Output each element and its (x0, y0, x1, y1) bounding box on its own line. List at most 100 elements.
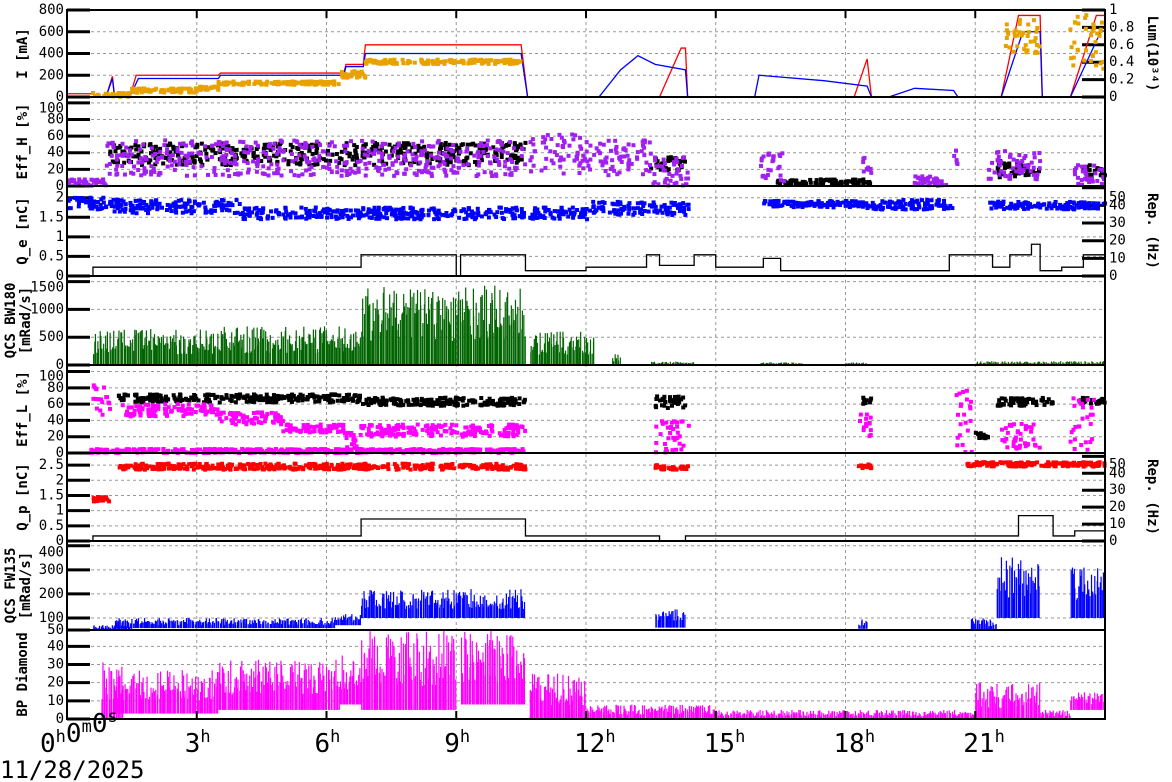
data-point (798, 203, 803, 208)
data-point (1017, 30, 1022, 35)
data-point (451, 152, 456, 157)
data-point (353, 148, 358, 153)
data-point (129, 145, 134, 150)
data-point (781, 179, 786, 184)
data-point (541, 135, 546, 140)
data-point (647, 163, 652, 168)
data-point (686, 207, 691, 212)
data-point (142, 166, 147, 171)
data-point (406, 211, 411, 216)
data-point (432, 217, 437, 222)
data-point (498, 205, 503, 210)
data-point (557, 132, 562, 137)
data-point (353, 151, 358, 156)
data-point (520, 215, 525, 220)
data-point (94, 406, 99, 411)
data-point (220, 172, 225, 177)
data-point (426, 143, 431, 148)
data-line (67, 30, 1106, 98)
data-point (615, 172, 620, 177)
data-point (1071, 200, 1076, 205)
data-point (358, 210, 363, 215)
data-point (313, 143, 318, 148)
data-point (89, 177, 94, 182)
data-point (374, 216, 379, 221)
data-point (507, 166, 512, 171)
data-point (324, 430, 329, 435)
data-point (1083, 397, 1088, 402)
data-point (300, 215, 305, 220)
data-point (150, 205, 155, 210)
data-point (279, 394, 284, 399)
data-point (658, 167, 663, 172)
data-point (862, 155, 867, 160)
data-point (75, 196, 80, 201)
data-point (308, 424, 313, 429)
data-point (344, 169, 349, 174)
data-point (465, 213, 470, 218)
data-point (185, 155, 190, 160)
data-point (246, 82, 251, 87)
data-point (215, 407, 220, 412)
data-point (1026, 30, 1031, 35)
data-point (95, 200, 100, 205)
data-point (345, 445, 350, 450)
data-point (272, 153, 277, 158)
data-point (987, 167, 992, 172)
data-point (248, 144, 253, 149)
data-point (452, 430, 457, 435)
data-point (622, 154, 627, 159)
data-point (856, 181, 861, 186)
data-point (119, 91, 124, 96)
data-point (614, 144, 619, 149)
data-point (149, 202, 154, 207)
data-point (883, 200, 888, 205)
data-point (512, 156, 517, 161)
data-point (766, 152, 771, 157)
data-point (412, 217, 417, 222)
data-point (850, 177, 855, 182)
data-point (432, 208, 437, 213)
data-point (1036, 201, 1041, 206)
data-point (898, 202, 903, 207)
data-point (613, 138, 618, 143)
data-point (292, 138, 297, 143)
series-luminosity (90, 13, 1106, 99)
data-point (425, 159, 430, 164)
y-tick-label: 200 (39, 67, 64, 83)
data-point (165, 202, 170, 207)
data-point (430, 403, 435, 408)
data-point (426, 212, 431, 217)
data-point (1011, 170, 1016, 175)
data-point (1021, 30, 1026, 35)
data-point (273, 417, 278, 422)
data-point (578, 144, 583, 149)
data-point (326, 162, 331, 167)
data-point (683, 403, 688, 408)
data-point (329, 392, 334, 397)
data-point (251, 411, 256, 416)
data-point (850, 199, 855, 204)
data-point (224, 80, 229, 85)
data-point (304, 145, 309, 150)
data-point (171, 393, 176, 398)
data-point (318, 395, 323, 400)
data-point (577, 215, 582, 220)
data-point (275, 396, 280, 401)
data-point (976, 432, 981, 437)
data-point (341, 428, 346, 433)
data-point (1034, 29, 1039, 34)
data-point (1025, 33, 1030, 38)
data-point (794, 178, 799, 183)
data-point (648, 151, 653, 156)
data-point (808, 180, 813, 185)
data-point (1017, 17, 1022, 22)
data-point (156, 447, 161, 452)
data-point (406, 59, 411, 64)
data-point (483, 59, 488, 64)
data-point (397, 141, 402, 146)
data-point (499, 396, 504, 401)
data-point (241, 140, 246, 145)
data-point (311, 172, 316, 177)
data-point (125, 409, 130, 414)
